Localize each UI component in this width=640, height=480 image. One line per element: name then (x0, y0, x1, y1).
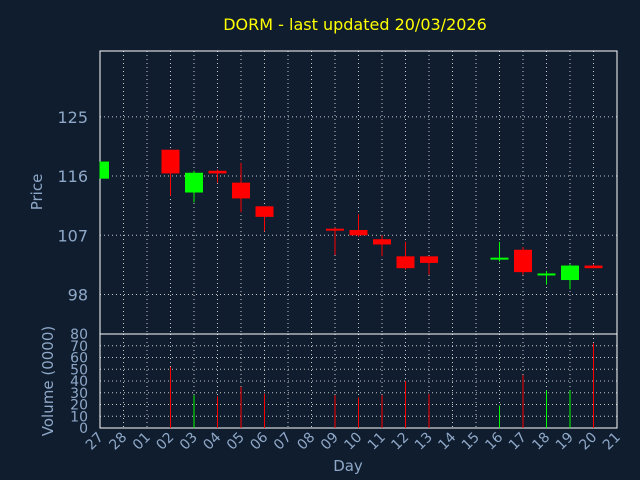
x-tick-label: 08 (294, 430, 318, 454)
candle-body (161, 149, 180, 174)
price-grid (100, 51, 617, 334)
x-tick-label: 06 (247, 429, 271, 453)
candle-body (349, 230, 368, 236)
candle-body (326, 228, 344, 231)
candle-body (373, 239, 391, 245)
chart-title: DORM - last updated 20/03/2026 (223, 15, 487, 34)
price-tick-label: 98 (68, 286, 88, 305)
x-tick-label: 28 (106, 430, 130, 454)
candle-body (490, 257, 509, 260)
volume-tick-label: 60 (70, 351, 88, 367)
candle-body (396, 256, 415, 269)
candle-body (561, 265, 579, 281)
candle-body (208, 170, 227, 174)
x-tick-label: 12 (388, 430, 412, 454)
candle-body (232, 182, 250, 199)
x-tick-label: 14 (435, 429, 459, 453)
x-tick-label: 02 (153, 430, 177, 454)
volume-tick-label: 0 (79, 421, 88, 437)
x-tick-label: 10 (341, 430, 365, 454)
volume-tick-label: 20 (70, 398, 88, 414)
x-tick-label: 17 (506, 430, 530, 454)
volume-series (170, 343, 594, 428)
x-axis-ticks: 27 28 01 02 03 04 05 06 07 08 09 10 11 12 13 14 15 16 17 18… (83, 429, 624, 453)
candle-body (537, 273, 556, 276)
volume-tick-label: 10 (70, 409, 88, 425)
candle-body (420, 256, 438, 263)
x-tick-label: 09 (318, 430, 342, 454)
x-tick-label: 21 (600, 430, 624, 454)
candle-body (514, 249, 532, 273)
candle-body (255, 206, 274, 217)
x-tick-label: 05 (224, 430, 248, 454)
volume-tick-label: 50 (70, 362, 88, 378)
price-tick-label: 107 (57, 226, 88, 245)
x-tick-label: 07 (271, 430, 295, 454)
volume-tick-label: 30 (70, 386, 88, 402)
x-tick-label: 03 (177, 430, 201, 454)
price-y-ticks: 98 107 116 125 (57, 108, 88, 305)
price-axis-label: Price (28, 174, 46, 211)
x-tick-label: 04 (200, 429, 224, 453)
price-tick-label: 116 (57, 167, 88, 186)
volume-axis-label: Volume (0000) (39, 326, 57, 436)
x-tick-label: 15 (459, 430, 483, 454)
x-axis-label: Day (333, 457, 363, 475)
volume-tick-label: 80 (70, 327, 88, 343)
candle-body (185, 172, 203, 193)
x-tick-label: 19 (553, 430, 577, 454)
x-tick-label: 13 (412, 430, 436, 454)
price-tick-label: 125 (57, 108, 88, 127)
x-tick-label: 20 (576, 430, 600, 454)
candle-body (584, 265, 603, 269)
x-tick-label: 18 (529, 430, 553, 454)
x-tick-label: 16 (482, 429, 506, 453)
volume-tick-label: 70 (70, 339, 88, 355)
candle-body (100, 161, 109, 179)
candlestick-series (99, 149, 603, 290)
x-tick-label: 01 (130, 430, 154, 454)
x-tick-label: 11 (365, 430, 389, 454)
volume-tick-label: 40 (70, 374, 88, 390)
